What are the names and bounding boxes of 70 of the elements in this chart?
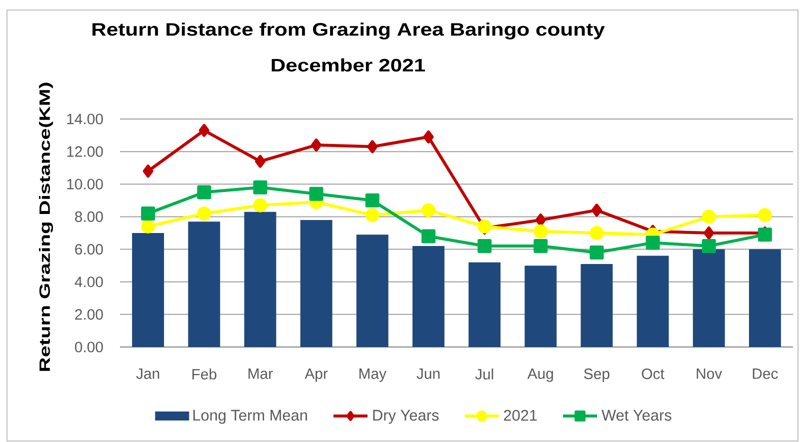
x-tick-label: Apr: [304, 368, 328, 382]
bar: [748, 249, 781, 347]
bar: [188, 222, 220, 347]
legend-label: Wet Years: [602, 410, 672, 421]
bar: [356, 234, 388, 347]
point: [141, 206, 156, 220]
x-tick-label: Mar: [248, 368, 273, 379]
legend-label: 2021: [504, 410, 537, 421]
point: [198, 124, 210, 137]
x-tick-label: Oct: [642, 368, 664, 380]
x-tick-label: Sep: [584, 368, 610, 382]
point: [253, 198, 268, 212]
point: [421, 203, 436, 218]
legend-label: Long Term Mean: [193, 410, 307, 424]
point: [646, 236, 660, 250]
point: [758, 228, 772, 242]
x-tick-label: Feb: [192, 368, 216, 380]
x-tick-label: Dec: [752, 368, 778, 379]
bar: [132, 233, 164, 347]
bar: [636, 256, 669, 347]
y-tick-label: 2.00: [75, 309, 103, 320]
point: [702, 239, 716, 254]
y-tick-label: 14.00: [67, 114, 103, 124]
point: [534, 239, 548, 254]
point: [365, 193, 380, 208]
point: [421, 229, 436, 244]
y-tick-label: 4.00: [74, 276, 103, 288]
chart-title: Return Distance from Grazing Area Baringo county: [92, 22, 605, 40]
point: [478, 239, 492, 254]
chart-subtitle: December 2021: [272, 58, 426, 72]
y-tick-label: 10.00: [67, 178, 103, 190]
point: [197, 185, 212, 200]
point: [535, 213, 546, 226]
x-tick-label: Jul: [475, 368, 494, 380]
y-tick-label: 6.00: [75, 244, 103, 255]
point: [197, 206, 212, 220]
point: [590, 246, 604, 260]
point: [142, 164, 154, 178]
y-tick-label: 12.00: [67, 146, 103, 157]
y-tick-label: 0.00: [74, 342, 103, 352]
x-tick-label: Nov: [696, 368, 722, 379]
point: [758, 208, 772, 222]
x-tick-label: Jun: [416, 368, 440, 379]
bar: [692, 249, 725, 347]
x-tick-label: Aug: [527, 368, 553, 382]
point: [534, 224, 548, 238]
point: [141, 219, 156, 234]
point: [702, 210, 716, 224]
y-axis-title: Return Grazing Distance(KM): [39, 82, 54, 371]
bar: [580, 264, 613, 347]
point: [367, 140, 378, 154]
bar: [300, 220, 332, 347]
bar: [412, 246, 444, 347]
point: [365, 208, 380, 222]
y-tick-label: 8.00: [75, 211, 103, 222]
point: [309, 186, 324, 201]
point: [311, 138, 322, 152]
legend-label: Dry Years: [373, 410, 439, 424]
point: [254, 154, 266, 168]
point: [423, 130, 434, 144]
point: [253, 180, 268, 194]
x-tick-label: Jan: [136, 368, 160, 379]
point: [478, 219, 492, 234]
bar: [524, 266, 557, 347]
point: [591, 204, 602, 217]
bar: [468, 262, 501, 347]
bar: [244, 212, 276, 347]
x-tick-label: May: [359, 368, 386, 382]
point: [704, 226, 714, 240]
point: [590, 226, 604, 240]
